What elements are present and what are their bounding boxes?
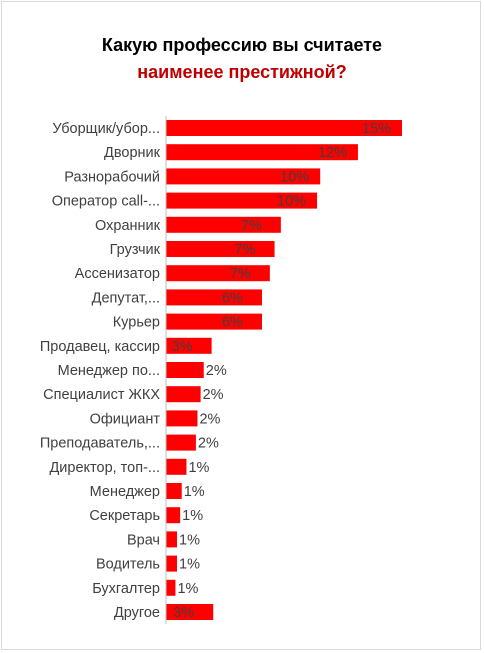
chart-title-line1: Какую профессию вы считаете — [101, 35, 383, 55]
category-label: Бухгалтер — [92, 581, 160, 597]
bar — [166, 507, 181, 524]
category-label: Директор, топ-... — [49, 460, 160, 476]
value-label: 12% — [318, 145, 347, 161]
bar — [166, 555, 178, 572]
value-label: 2% — [206, 363, 227, 379]
category-label: Охранник — [95, 218, 161, 234]
bar — [166, 579, 176, 596]
bar — [166, 531, 178, 548]
chart-title: Какую профессию вы считаете наименее пре… — [0, 32, 484, 86]
value-label: 3% — [172, 339, 193, 355]
category-label: Врач — [127, 532, 160, 548]
value-label: 1% — [177, 581, 198, 597]
category-label: Другое — [114, 605, 160, 621]
bar — [166, 265, 270, 282]
value-label: 7% — [235, 242, 256, 258]
value-label: 6% — [222, 315, 243, 331]
bar — [166, 362, 204, 378]
value-label: 10% — [277, 194, 306, 210]
category-label: Депутат,... — [92, 290, 160, 306]
value-label: 1% — [182, 508, 203, 524]
bar — [166, 458, 187, 475]
bar — [166, 483, 182, 499]
category-label: Менеджер по... — [58, 363, 160, 379]
category-label: Официант — [90, 411, 161, 427]
value-label: 1% — [179, 532, 200, 548]
bar — [166, 434, 196, 451]
value-label: 2% — [199, 411, 220, 427]
category-label: Оператор call-... — [52, 194, 160, 210]
value-label: 2% — [203, 387, 224, 403]
bar — [166, 241, 275, 257]
category-label: Ассенизатор — [75, 266, 160, 282]
bar — [166, 386, 201, 403]
bar — [166, 168, 321, 185]
value-label: 1% — [188, 460, 209, 476]
chart-title-line2: наименее престижной? — [137, 62, 347, 82]
value-label: 3% — [173, 605, 194, 621]
value-label: 7% — [241, 218, 262, 234]
value-label: 15% — [362, 121, 391, 137]
category-label: Секретарь — [89, 508, 160, 524]
category-label: Разнорабочий — [64, 169, 160, 185]
value-label: 1% — [184, 484, 205, 500]
value-label: 1% — [179, 557, 200, 573]
category-label: Грузчик — [110, 242, 161, 258]
bar — [166, 604, 214, 620]
category-label: Курьер — [113, 315, 160, 331]
bar — [166, 289, 262, 306]
bar — [166, 313, 262, 330]
bar — [166, 410, 198, 427]
bar — [166, 337, 212, 354]
bar — [166, 120, 402, 136]
value-label: 2% — [198, 436, 219, 452]
category-label: Специалист ЖКХ — [43, 387, 160, 403]
bar — [166, 192, 318, 209]
category-label: Менеджер — [90, 484, 160, 500]
category-label: Продавец, кассир — [40, 339, 160, 355]
value-label: 7% — [230, 266, 251, 282]
bar — [166, 216, 281, 233]
category-label: Преподаватель,... — [40, 436, 160, 452]
category-label: Водитель — [96, 557, 160, 573]
category-label: Уборщик/убор... — [52, 121, 160, 137]
value-label: 6% — [222, 290, 243, 306]
category-labels: Уборщик/убор... Дворник Разнорабочий Операт… — [40, 121, 161, 621]
bar — [166, 144, 358, 161]
category-label: Дворник — [104, 145, 161, 161]
bars — [166, 120, 402, 620]
value-labels: 15% 12% 10% 10% 7% 7% 7% 6% 6% 3% 2% 2% 2% 2% 1% 1% 1% 1%… — [172, 121, 392, 621]
value-label: 10% — [280, 169, 309, 185]
